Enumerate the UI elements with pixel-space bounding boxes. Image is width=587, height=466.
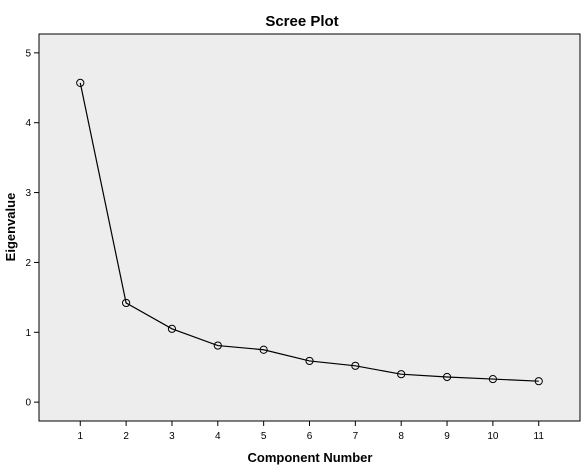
data-point [122, 298, 131, 308]
y-tick-label: 4 [25, 118, 31, 129]
data-point [76, 78, 85, 87]
series-layer [76, 78, 543, 386]
x-tick-label: 1 [77, 431, 83, 442]
plot-area [38, 33, 581, 422]
data-point [534, 377, 543, 386]
x-tick-label: 3 [169, 431, 175, 442]
y-tick-label: 1 [25, 328, 31, 339]
x-axis: 1 2 3 4 5 6 7 8 9 10 11 [77, 421, 544, 442]
x-tick-label: 4 [215, 431, 221, 442]
x-tick-label: 11 [534, 431, 545, 442]
x-tick-label: 6 [307, 431, 313, 442]
x-axis-label: Component Number [248, 450, 373, 465]
x-tick-label: 9 [444, 431, 450, 442]
y-tick-label: 0 [25, 398, 31, 409]
data-point [351, 361, 360, 370]
data-point [442, 372, 452, 382]
x-tick-label: 10 [487, 431, 499, 442]
chart-title: Scree Plot [265, 13, 338, 30]
data-point [167, 324, 177, 333]
x-tick-label: 7 [353, 431, 359, 442]
data-point [488, 374, 497, 384]
y-axis: 0 1 2 3 4 5 [25, 48, 39, 409]
data-point [213, 341, 222, 350]
x-tick-label: 5 [261, 431, 267, 442]
y-tick-label: 5 [25, 48, 31, 59]
x-tick-label: 2 [123, 431, 129, 442]
data-point [259, 345, 268, 354]
series-line [79, 82, 539, 382]
y-axis-label: Eigenvalue [3, 193, 18, 262]
x-tick-label: 8 [398, 431, 404, 442]
data-point [305, 356, 314, 366]
y-tick-label: 2 [25, 258, 31, 269]
data-point [397, 370, 406, 379]
y-tick-label: 3 [25, 188, 31, 199]
